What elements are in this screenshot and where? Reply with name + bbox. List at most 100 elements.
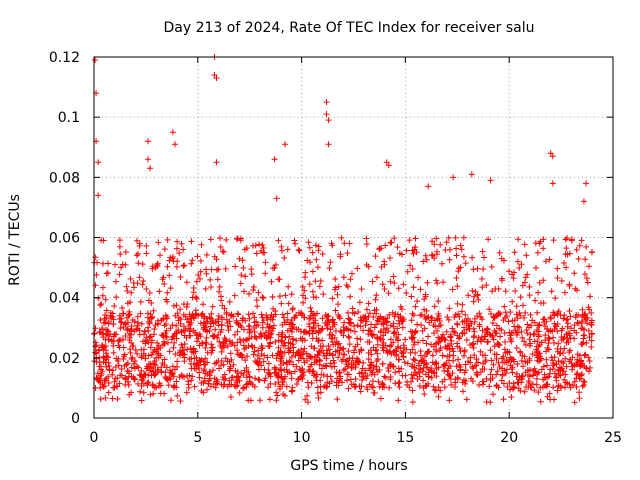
data-point xyxy=(138,383,145,390)
data-point xyxy=(210,381,217,388)
data-point xyxy=(464,315,471,322)
data-point xyxy=(372,253,379,260)
data-point xyxy=(398,365,405,372)
data-point xyxy=(396,379,403,386)
data-point xyxy=(410,284,417,291)
y-axis-label: ROTI / TECUs xyxy=(7,194,23,286)
data-point xyxy=(131,365,138,372)
data-point xyxy=(279,321,286,328)
data-point xyxy=(348,365,355,372)
data-point xyxy=(276,383,283,390)
data-point xyxy=(283,366,290,373)
data-point xyxy=(348,270,355,277)
data-point xyxy=(158,369,165,376)
data-point xyxy=(410,356,417,363)
data-point xyxy=(435,310,442,317)
data-point xyxy=(104,270,111,277)
data-point xyxy=(121,353,128,360)
data-point xyxy=(369,332,376,339)
data-point xyxy=(513,311,520,318)
data-point xyxy=(186,311,193,318)
data-point xyxy=(161,281,168,288)
data-point xyxy=(500,380,507,387)
data-point xyxy=(521,353,528,360)
data-point xyxy=(134,250,141,257)
data-point xyxy=(478,334,485,341)
data-point xyxy=(328,363,335,370)
data-point xyxy=(240,264,247,271)
data-point xyxy=(128,289,135,296)
data-point xyxy=(260,358,267,365)
data-point xyxy=(476,323,483,330)
data-point xyxy=(385,327,392,334)
x-tick-labels: 0 5 10 15 20 25 xyxy=(90,430,622,446)
data-point xyxy=(286,333,293,340)
data-point xyxy=(242,357,249,364)
data-point xyxy=(424,364,431,371)
data-point xyxy=(479,381,486,388)
data-point xyxy=(293,363,300,370)
data-point xyxy=(441,376,448,383)
data-point xyxy=(554,348,561,355)
data-point xyxy=(155,321,162,328)
data-point xyxy=(116,271,123,278)
data-point xyxy=(129,354,136,361)
data-point xyxy=(290,361,297,368)
data-point xyxy=(482,358,489,365)
data-point xyxy=(308,308,315,315)
data-point xyxy=(466,325,473,332)
data-point xyxy=(284,246,291,253)
data-point xyxy=(188,377,195,384)
data-point xyxy=(583,243,590,250)
data-point xyxy=(467,354,474,361)
data-point xyxy=(278,300,285,307)
data-point xyxy=(230,361,237,368)
data-point xyxy=(239,385,246,392)
data-point xyxy=(473,362,480,369)
data-point xyxy=(134,319,141,326)
data-point xyxy=(431,386,438,393)
data-point xyxy=(331,319,338,326)
data-point xyxy=(306,327,313,334)
data-point xyxy=(351,323,358,330)
data-point xyxy=(558,384,565,391)
data-point xyxy=(572,314,579,321)
data-point xyxy=(256,377,263,384)
data-point xyxy=(399,350,406,357)
data-point xyxy=(409,375,416,382)
data-point xyxy=(376,245,383,252)
data-point xyxy=(218,358,225,365)
data-point xyxy=(412,328,419,335)
data-point xyxy=(340,345,347,352)
data-point xyxy=(268,330,275,337)
data-point xyxy=(388,239,395,246)
data-point xyxy=(150,368,157,375)
data-point xyxy=(425,183,432,190)
data-point xyxy=(122,320,129,327)
data-point xyxy=(515,379,522,386)
data-point xyxy=(99,343,106,350)
data-point xyxy=(443,239,450,246)
data-point xyxy=(296,352,303,359)
data-point xyxy=(487,177,494,184)
data-point xyxy=(302,328,309,335)
data-point xyxy=(410,372,417,379)
data-point xyxy=(99,260,106,267)
data-point xyxy=(177,397,184,404)
data-point xyxy=(323,322,330,329)
data-point xyxy=(299,292,306,299)
data-point xyxy=(545,340,552,347)
data-point xyxy=(178,372,185,379)
data-point xyxy=(538,339,545,346)
data-point xyxy=(103,270,110,277)
data-point xyxy=(268,278,275,285)
data-point xyxy=(371,307,378,314)
data-point xyxy=(315,337,322,344)
data-point xyxy=(189,294,196,301)
data-point xyxy=(392,380,399,387)
data-point xyxy=(501,346,508,353)
data-point xyxy=(102,359,109,366)
data-point xyxy=(301,337,308,344)
data-point xyxy=(215,312,222,319)
data-point xyxy=(161,390,168,397)
